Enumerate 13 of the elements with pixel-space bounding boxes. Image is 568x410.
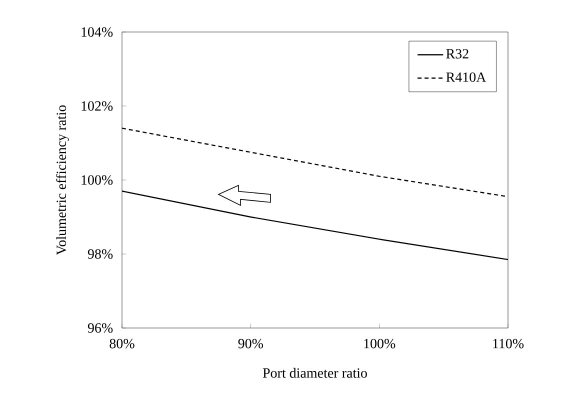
y-tick-label: 96% [88,323,113,333]
y-axis-title: Volumetric efficiency ratio [56,105,69,255]
y-tick-label: 102% [82,101,113,111]
legend-label: R32 [446,49,468,58]
y-tick-label: 104% [82,27,113,37]
y-tick-label: 98% [88,249,113,259]
y-tick-label: 100% [82,175,113,185]
x-axis-title: Port diameter ratio [262,368,367,378]
legend-label: R410A [446,72,486,82]
x-tick-label: 90% [238,338,264,348]
x-tick-label: 110% [493,338,524,348]
x-tick-label: 100% [364,338,396,348]
x-tick-label: 80% [110,338,134,348]
